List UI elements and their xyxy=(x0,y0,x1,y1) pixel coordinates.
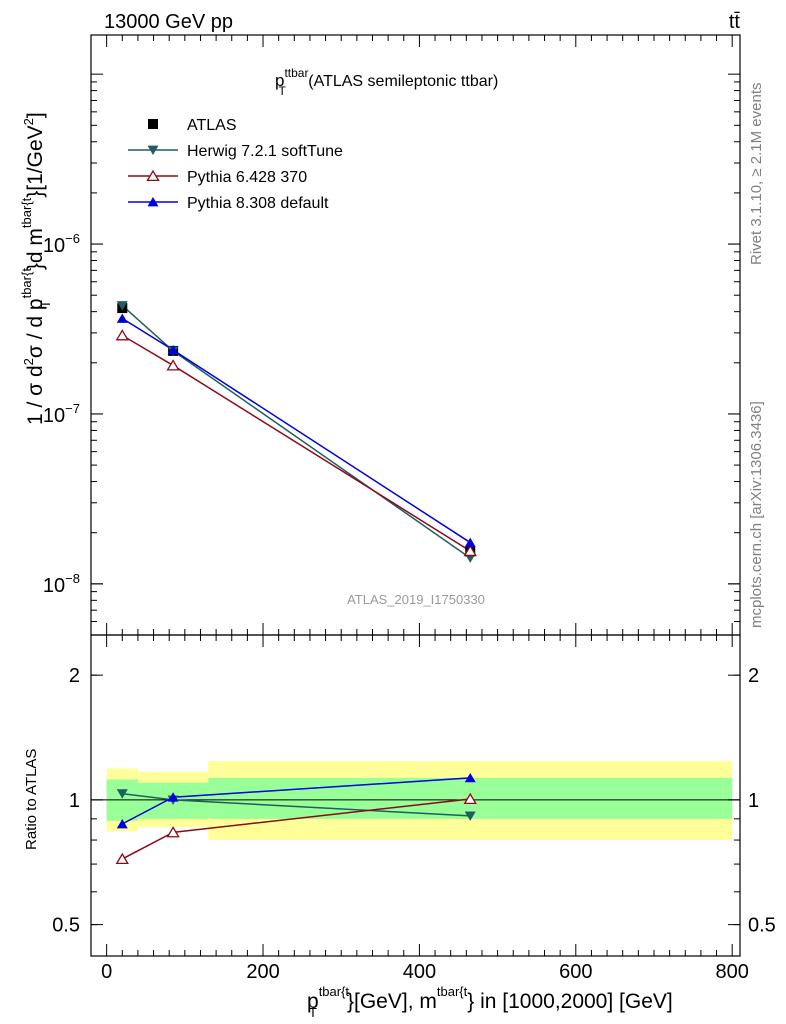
data-point xyxy=(463,544,477,557)
ratio-y-tick-label-right: 2 xyxy=(748,665,759,687)
legend-marker xyxy=(147,145,159,155)
legend-label: Pythia 8.308 default xyxy=(187,195,329,212)
legend-label: ATLAS xyxy=(187,117,237,134)
x-tick-label: 0 xyxy=(101,961,112,983)
ratio-y-tick-label: 0.5 xyxy=(52,915,80,937)
ratio-y-tick-label: 1 xyxy=(69,790,80,812)
ratio-point xyxy=(464,811,476,821)
plot-title: pttbar T (ATLAS semileptonic ttbar) xyxy=(275,66,498,98)
legend-marker xyxy=(146,169,160,182)
x-tick-label: 600 xyxy=(559,961,592,983)
process-label: tt̄ xyxy=(729,11,741,33)
rivet-version-label: Rivet 3.1.10, ≥ 2.1M events xyxy=(748,83,765,266)
legend-label: Pythia 6.428 370 xyxy=(187,169,307,186)
ratio-y-tick-label-right: 1 xyxy=(748,790,759,812)
data-point xyxy=(167,345,179,355)
legend: ATLAS Herwig 7.2.1 softTune Pythia 6.428 3… xyxy=(128,117,343,212)
mcplots-label: mcplots.cern.ch [arXiv:1306.3436] xyxy=(748,401,765,628)
main-plot-area: 10−8 10−7 10−6 xyxy=(43,34,741,636)
ratio-plot-area: 0.5 0.5 1 1 2 2 0 200 400 600 800 xyxy=(52,634,776,983)
ratio-point xyxy=(167,792,179,802)
ratio-point xyxy=(116,818,128,829)
analysis-watermark: ATLAS_2019_I1750330 xyxy=(347,592,485,607)
ratio-y-tick-label-right: 0.5 xyxy=(748,915,776,937)
ratio-y-tick-label: 2 xyxy=(69,665,80,687)
legend-marker xyxy=(147,197,159,207)
x-tick-label: 400 xyxy=(403,961,436,983)
ratio-point xyxy=(166,826,180,838)
ratio-y-axis-label: Ratio to ATLAS xyxy=(23,749,40,850)
legend-marker xyxy=(148,119,158,129)
data-point xyxy=(115,329,129,341)
x-tick-label: 800 xyxy=(715,961,748,983)
series-line xyxy=(121,304,471,559)
y-tick-label: 10−6 xyxy=(43,231,80,257)
data-point xyxy=(166,359,180,371)
x-axis-label: ptbar{t T}[GeV], mtbar{t} in [1000,2000] … xyxy=(307,984,673,1020)
ratio-point xyxy=(115,852,129,865)
legend-label: Herwig 7.2.1 softTune xyxy=(187,143,343,160)
data-point xyxy=(116,301,128,311)
ratio-point xyxy=(116,789,128,799)
data-point xyxy=(464,537,476,547)
data-point xyxy=(116,313,128,323)
ratio-point xyxy=(464,772,476,783)
main-y-axis-label: 1 / σ d2σ / d ptbar{tT}d mtbar{t}[1/GeV2… xyxy=(19,112,53,425)
y-tick-label: 10−7 xyxy=(43,401,80,427)
collision-label: 13000 GeV pp xyxy=(104,11,233,33)
y-tick-label: 10−8 xyxy=(43,571,80,597)
ratio-frame xyxy=(90,634,741,957)
x-tick-label: 200 xyxy=(246,961,279,983)
ratio-point xyxy=(463,792,477,805)
